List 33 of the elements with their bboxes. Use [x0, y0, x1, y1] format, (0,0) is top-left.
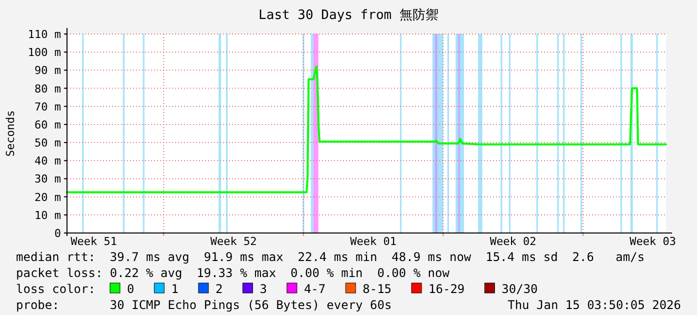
- y-tick-label: 70 m: [34, 100, 62, 114]
- legend-title: loss color:: [16, 282, 96, 296]
- y-tick-label: 110 m: [28, 28, 62, 41]
- text: median rtt: 39.7 ms avg 91.9 ms max 22.4 ms min 48.9 ms now 15.4 ms sd 2.6 am/s: [16, 250, 645, 264]
- line-series: [66, 66, 667, 194]
- y-tick-label: 10 m: [34, 208, 62, 222]
- x-tick-label: Week 01: [350, 235, 396, 248]
- legend-label: 2: [215, 282, 223, 296]
- chart-title: Last 30 Days from 無防禦: [258, 8, 438, 23]
- y-tick-label: 0: [54, 227, 61, 240]
- x-tick-label: Week 52: [210, 235, 257, 248]
- legend-label: 0: [127, 282, 134, 296]
- text: packet loss: 0.22 % avg 19.33 % max 0.00 % min 0.00 % now: [16, 266, 450, 280]
- text: Thu Jan 15 03:50:05 2026: [508, 298, 681, 312]
- y-tick-label: 50 m: [34, 136, 62, 150]
- y-axis-title: Seconds: [4, 110, 17, 157]
- y-tick-label: 80 m: [34, 82, 62, 96]
- y-tick-label: 90 m: [34, 64, 62, 78]
- legend-label: 30/30: [502, 282, 538, 296]
- x-tick-label: Week 03: [630, 235, 676, 248]
- y-tick-label: 30 m: [34, 172, 62, 186]
- legend-label: 3: [260, 282, 267, 296]
- y-tick-label: 20 m: [34, 190, 62, 204]
- legend-label: 4-7: [304, 282, 326, 296]
- x-tick-label: Week 02: [490, 235, 536, 248]
- y-tick-label: 60 m: [34, 118, 62, 132]
- x-tick-label: Week 51: [70, 235, 117, 248]
- y-tick-label: 100 m: [28, 46, 62, 60]
- legend-label: 16-29: [428, 282, 465, 296]
- text: probe: 30 ICMP Echo Pings (56 Bytes) every 60s: [16, 298, 392, 312]
- y-tick-label: 40 m: [34, 154, 62, 168]
- legend-label: 1: [171, 282, 178, 296]
- legend-label: 8-15: [362, 282, 392, 296]
